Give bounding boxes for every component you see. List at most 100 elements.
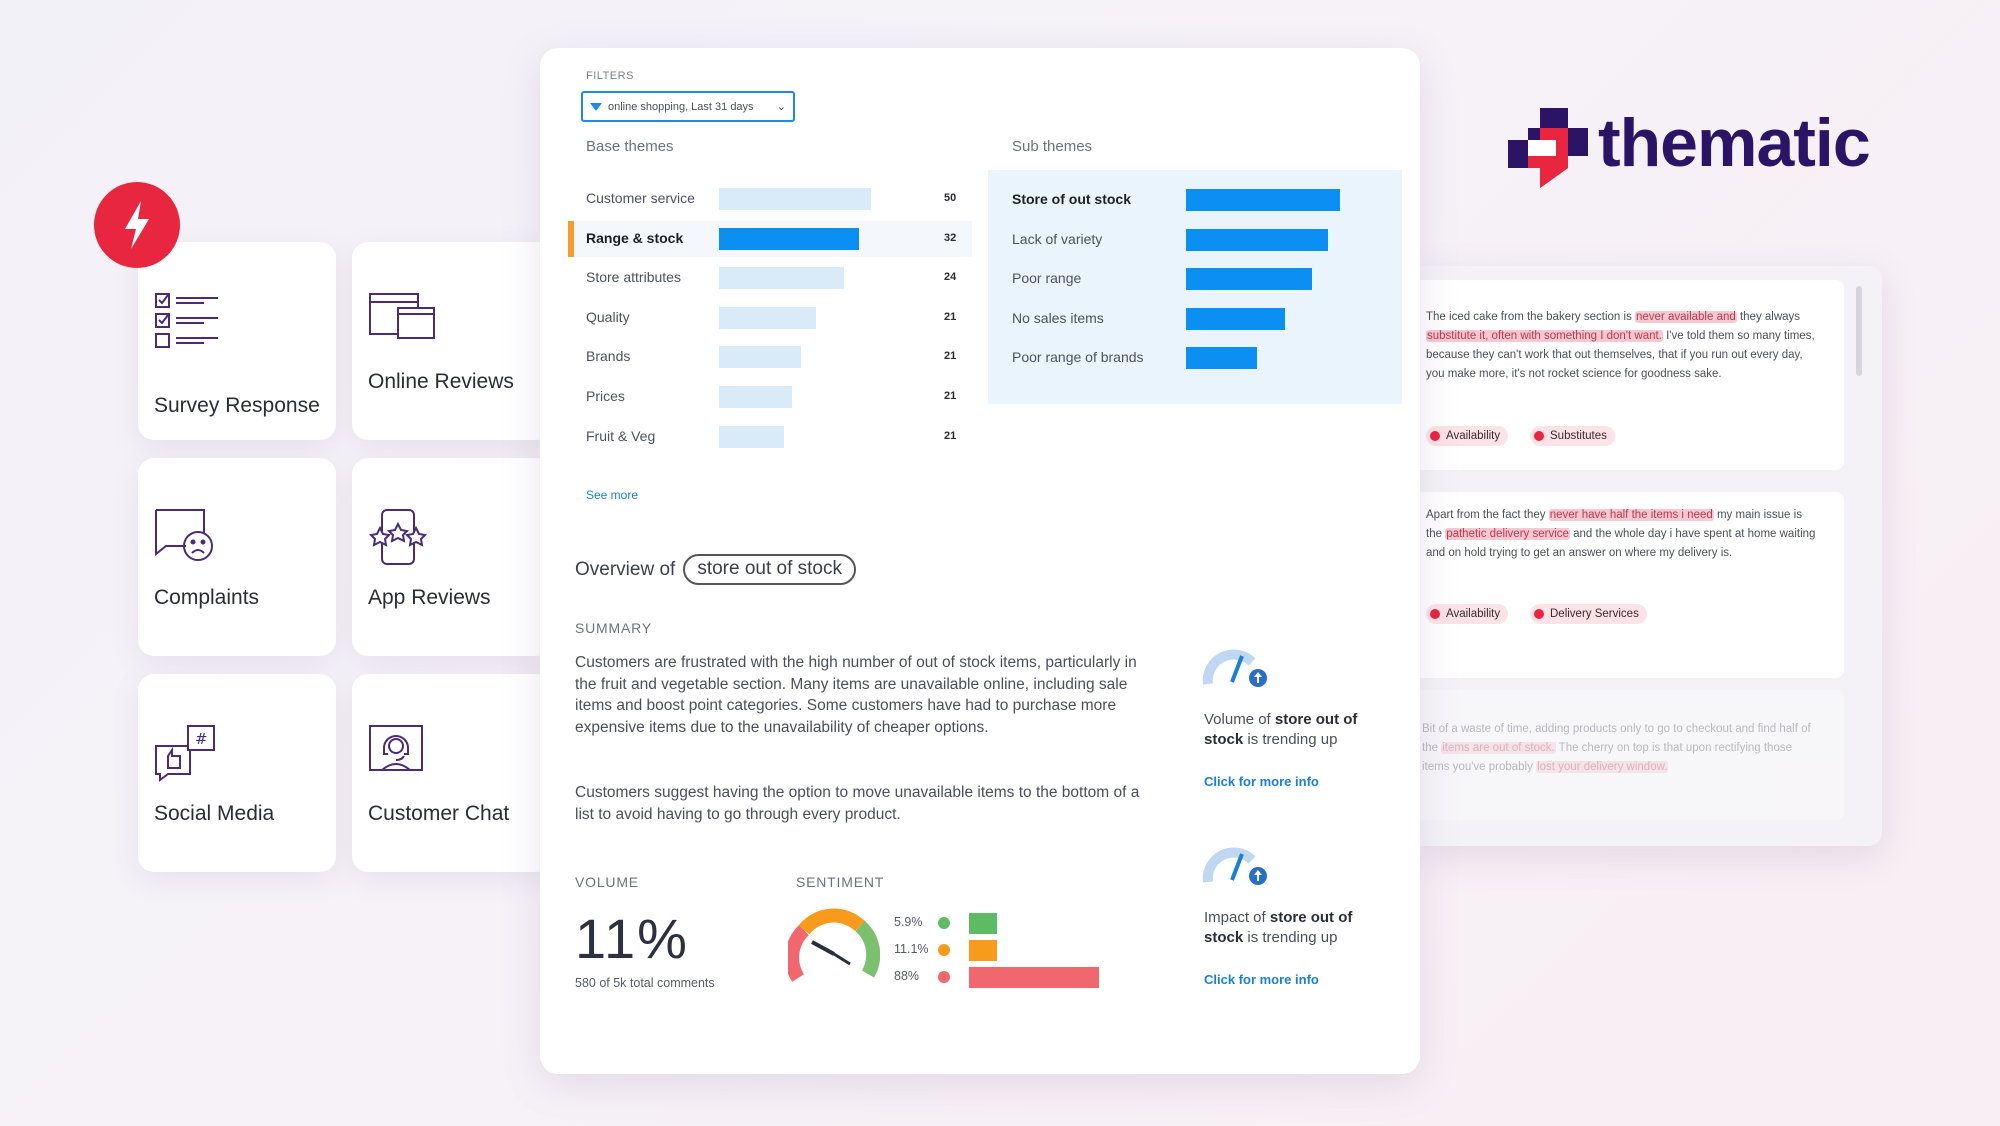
theme-bar bbox=[719, 425, 785, 448]
theme-count: 21 bbox=[944, 310, 957, 323]
trend-gauge-icon bbox=[1202, 649, 1269, 689]
text-run: The iced cake from the bakery section is bbox=[1426, 311, 1636, 323]
see-more-link[interactable]: See more bbox=[586, 488, 639, 502]
base-theme-row[interactable]: Prices 21 bbox=[586, 386, 966, 408]
base-theme-row[interactable]: Brands 21 bbox=[586, 346, 966, 369]
tag-delivery-services[interactable]: Delivery Services bbox=[1530, 604, 1647, 624]
trend-text: Impact of store out of stock is trending… bbox=[1204, 908, 1384, 948]
sub-theme-name: Poor range of brands bbox=[1012, 349, 1144, 366]
topic-pill[interactable]: store out of stock bbox=[683, 554, 856, 585]
trend-gauge-icon bbox=[1202, 847, 1269, 887]
trend-topic: store out of stock bbox=[1204, 711, 1358, 748]
filter-dropdown[interactable]: online shopping, Last 31 days ⌄ bbox=[581, 91, 795, 122]
theme-bar bbox=[719, 267, 844, 290]
dashboard-card: FILTERS online shopping, Last 31 days ⌄ … bbox=[540, 48, 1420, 1074]
theme-bar bbox=[719, 227, 859, 250]
source-label: App Reviews bbox=[368, 586, 491, 609]
sentiment-bar bbox=[969, 913, 997, 934]
source-label: Customer Chat bbox=[368, 802, 510, 825]
comment-text: Apart from the fact they never have half… bbox=[1426, 506, 1816, 563]
theme-count: 24 bbox=[944, 271, 957, 284]
comment-card[interactable]: Bit of a waste of time, adding products … bbox=[1420, 690, 1844, 820]
theme-count: 21 bbox=[944, 350, 957, 363]
comment-text: Bit of a waste of time, adding products … bbox=[1422, 720, 1812, 777]
tag-availability[interactable]: Availability bbox=[1426, 604, 1509, 624]
highlight: never have half the items i need bbox=[1548, 509, 1714, 521]
scrollbar[interactable] bbox=[1856, 286, 1862, 376]
tag-availability[interactable]: Availability bbox=[1426, 426, 1509, 446]
theme-bar bbox=[719, 306, 817, 329]
base-theme-row[interactable]: Range & stock 32 bbox=[586, 227, 966, 250]
brand-name: thematic bbox=[1598, 105, 1871, 181]
theme-bar bbox=[719, 346, 802, 369]
overview-heading: Overview of store out of stock bbox=[575, 554, 856, 585]
tag-label: Availability bbox=[1446, 430, 1501, 442]
sentiment-bar bbox=[969, 967, 1099, 988]
sub-theme-name: Lack of variety bbox=[1012, 230, 1103, 247]
source-tile-social-media[interactable]: # Social Media bbox=[138, 674, 336, 872]
source-label: Survey Response bbox=[154, 394, 320, 417]
text-run: Bit of a waste of time, adding products … bbox=[1422, 723, 1811, 754]
base-theme-row[interactable]: Customer service 50 bbox=[586, 188, 966, 210]
theme-name: Fruit & Veg bbox=[586, 427, 656, 444]
base-theme-row[interactable]: Store attributes 24 bbox=[586, 267, 966, 290]
highlight: substitute it, often with something I do… bbox=[1426, 330, 1663, 342]
comment-card[interactable]: The iced cake from the bakery section is… bbox=[1420, 280, 1844, 470]
text-run: my main issue is the bbox=[1426, 509, 1802, 540]
volume-value: 11% bbox=[575, 907, 689, 970]
source-tile-complaints[interactable]: Complaints bbox=[138, 458, 336, 656]
sentiment-bar bbox=[969, 940, 997, 961]
complaints-icon bbox=[155, 509, 213, 561]
text-run: I've told them so many times, because th… bbox=[1426, 330, 1815, 380]
sentiment-percent: 5.9% bbox=[894, 915, 923, 929]
filter-value: online shopping, Last 31 days bbox=[608, 100, 754, 113]
survey-checklist-icon bbox=[155, 293, 218, 348]
theme-count: 21 bbox=[944, 429, 957, 442]
sentiment-percent: 88% bbox=[894, 969, 920, 983]
more-info-link[interactable]: Click for more info bbox=[1204, 972, 1319, 987]
sentiment-gauge-icon bbox=[788, 908, 880, 982]
tag-dot-icon bbox=[1534, 431, 1544, 441]
trend-topic: store out of stock bbox=[1204, 909, 1353, 946]
theme-name: Prices bbox=[586, 388, 625, 404]
sub-theme-bar bbox=[1186, 189, 1340, 211]
comment-card[interactable]: Apart from the fact they never have half… bbox=[1420, 492, 1844, 678]
tag-substitutes[interactable]: Substitutes bbox=[1530, 426, 1615, 446]
online-reviews-icon bbox=[369, 293, 435, 339]
trend-text: Volume of store out of stock is trending… bbox=[1204, 710, 1384, 750]
source-tile-online-reviews[interactable]: Online Reviews bbox=[352, 242, 552, 440]
comment-text: The iced cake from the bakery section is… bbox=[1426, 308, 1816, 384]
source-tile-app-reviews[interactable]: App Reviews bbox=[352, 458, 552, 656]
sub-theme-bar bbox=[1186, 268, 1313, 291]
source-label: Online Reviews bbox=[368, 370, 514, 393]
volume-subtext: 580 of 5k total comments bbox=[575, 976, 715, 990]
more-info-link[interactable]: Click for more info bbox=[1204, 774, 1319, 789]
theme-name: Store attributes bbox=[586, 269, 681, 286]
thematic-logo-icon bbox=[1508, 108, 1588, 188]
text-run: Apart from the fact they bbox=[1426, 509, 1549, 521]
source-label: Social Media bbox=[154, 802, 275, 825]
highlight: pathetic delivery service bbox=[1445, 528, 1570, 540]
sub-theme-bar bbox=[1186, 307, 1285, 330]
theme-name: Customer service bbox=[586, 190, 695, 206]
customer-chat-icon bbox=[369, 725, 423, 771]
theme-name: Range & stock bbox=[586, 229, 684, 246]
chevron-down-icon: ⌄ bbox=[776, 101, 786, 113]
summary-paragraph: Customers suggest having the option to m… bbox=[575, 784, 1140, 823]
summary-heading: SUMMARY bbox=[575, 620, 652, 636]
overview-prefix: Overview of bbox=[575, 558, 676, 580]
sub-theme-bar bbox=[1186, 347, 1257, 370]
sub-themes-heading: Sub themes bbox=[1012, 138, 1093, 155]
base-theme-row[interactable]: Fruit & Veg 21 bbox=[586, 425, 966, 448]
tag-dot-icon bbox=[1534, 609, 1544, 619]
base-theme-row[interactable]: Quality 21 bbox=[586, 306, 966, 329]
neutral-face-icon bbox=[938, 944, 950, 956]
negative-face-icon bbox=[938, 971, 950, 983]
theme-count: 21 bbox=[944, 390, 957, 402]
highlight: lost your delivery window. bbox=[1536, 761, 1669, 773]
source-tile-survey[interactable]: Survey Response bbox=[138, 242, 336, 440]
sub-theme-name: No sales items bbox=[1012, 309, 1104, 326]
sub-theme-name: Poor range bbox=[1012, 270, 1082, 287]
source-tile-customer-chat[interactable]: Customer Chat bbox=[352, 674, 552, 872]
tag-label: Availability bbox=[1446, 608, 1501, 620]
